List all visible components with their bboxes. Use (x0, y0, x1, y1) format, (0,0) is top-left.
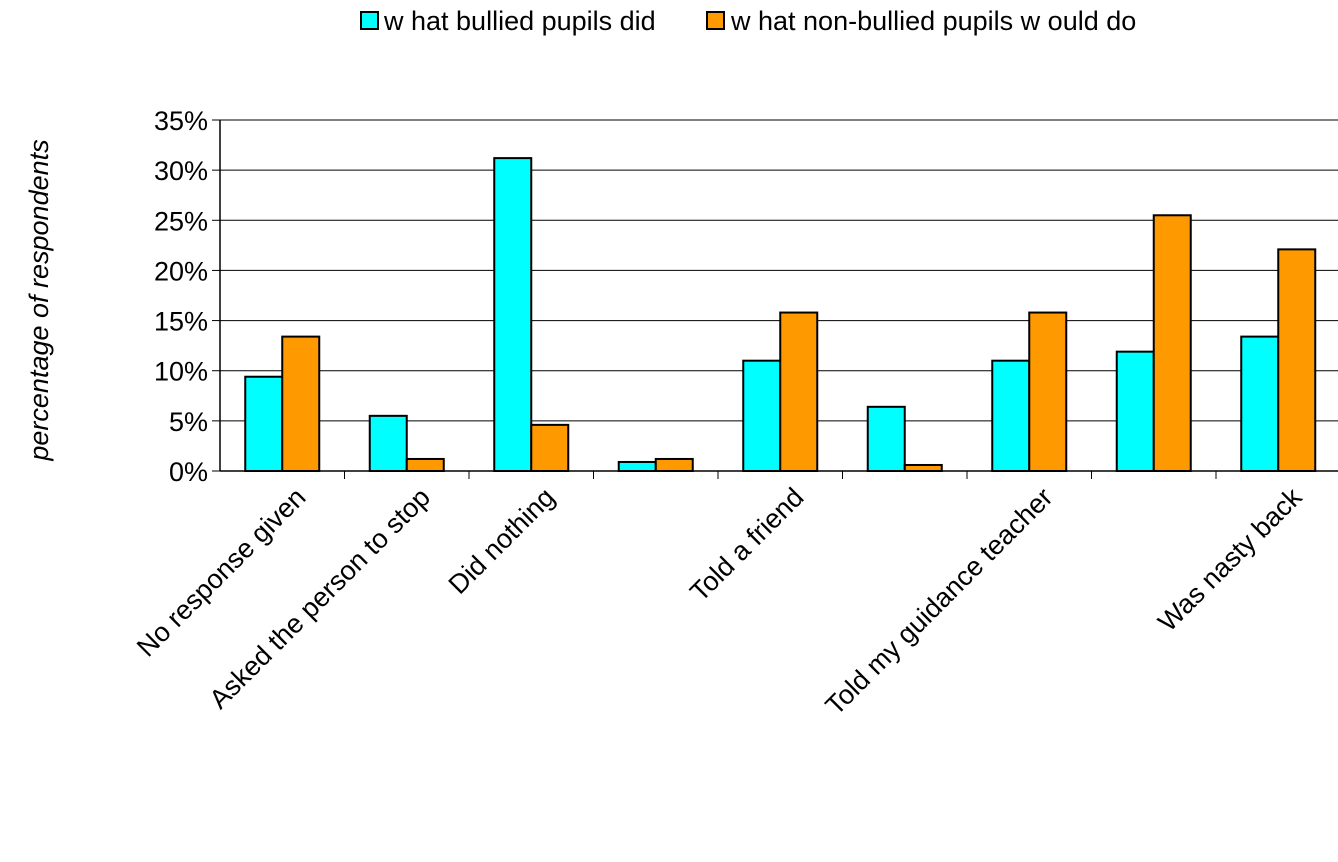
bar-non-bullied (779, 311, 819, 473)
y-tick-label: 10% (154, 357, 208, 387)
y-tick-label: 15% (154, 307, 208, 337)
bar-non-bullied (1152, 214, 1192, 472)
bar-non-bullied (1277, 248, 1317, 472)
bar-non-bullied (405, 457, 445, 473)
y-tick-label: 0% (169, 457, 208, 487)
legend-label-non-bullied: w hat non-bullied pupils w ould do (730, 6, 1136, 36)
y-tick-label: 35% (154, 106, 208, 136)
legend-swatch-bullied (360, 11, 379, 30)
x-category-label: Told someone in my family (937, 482, 1184, 729)
bar-bullied (742, 359, 782, 472)
x-category-label: Did nothing (443, 482, 561, 600)
legend: w hat bullied pupils did w hat non-bulli… (360, 6, 1136, 36)
y-tick-label: 30% (154, 156, 208, 186)
bar-bullied (244, 375, 284, 472)
y-tick-label: 5% (169, 407, 208, 437)
bar-bullied (1240, 335, 1280, 473)
bar-bullied (493, 157, 533, 472)
y-tick-label: 20% (154, 256, 208, 286)
bar-non-bullied (281, 335, 321, 473)
bar-non-bullied (530, 423, 570, 472)
bar-non-bullied (903, 463, 943, 472)
bar-bullied (617, 460, 657, 472)
y-axis-ticks: 0% 5% 10% 15% 20% 25% 30% 35% (154, 106, 220, 487)
gridlines (220, 119, 1338, 422)
x-category-label: Told a friend (684, 482, 809, 607)
bar-bullied (991, 359, 1031, 472)
bar-bullied (866, 405, 906, 472)
bar-bullied (368, 414, 408, 473)
y-tick-label: 25% (154, 206, 208, 236)
bar-non-bullied (1028, 311, 1068, 473)
bar-non-bullied (654, 457, 694, 473)
y-axis-title: percentage of respondents (24, 139, 54, 461)
legend-swatch-non-bullied (706, 11, 725, 30)
x-category-label: Asked the person to stop (204, 482, 436, 714)
legend-label-bullied: w hat bullied pupils did (383, 6, 656, 36)
bar-bullied (1115, 350, 1155, 472)
bars (244, 157, 1317, 473)
x-category-label: Told a teacher (not my guida... (656, 482, 934, 760)
axes (219, 120, 1338, 479)
x-category-label: Was nasty back (1152, 482, 1308, 638)
x-category-label: Told my guidance teacher (820, 482, 1059, 721)
x-category-label: Told a 'Come and Talk' pupil (428, 482, 685, 739)
